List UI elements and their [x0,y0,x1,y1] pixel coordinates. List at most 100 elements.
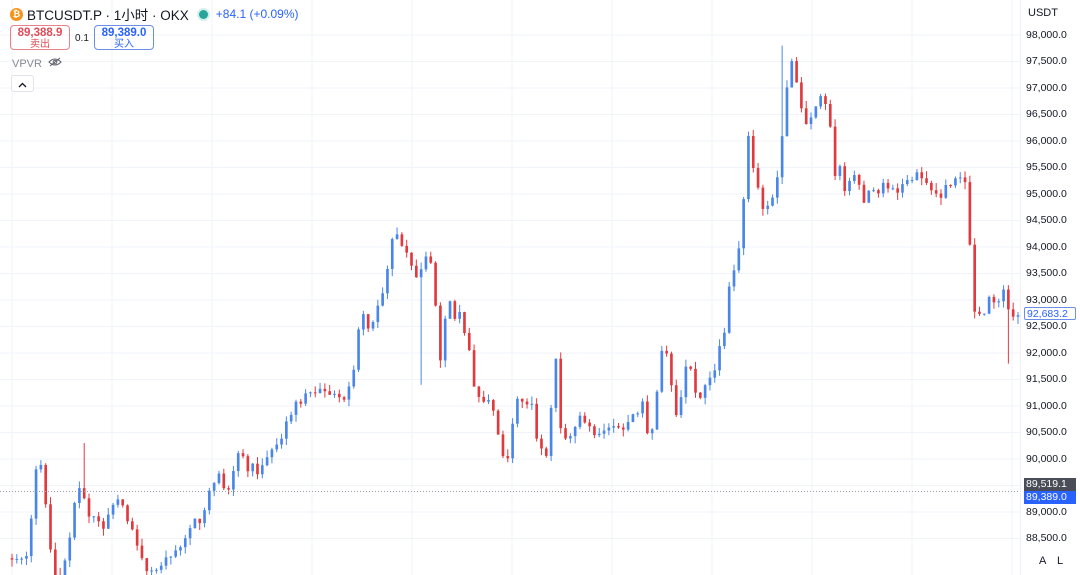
currency-selector[interactable]: USDT [1028,7,1058,19]
candle-up [944,184,948,198]
candle-up [901,184,904,193]
buy-label: 买入 [114,39,134,50]
candle-up [790,61,794,88]
candle-up [29,518,33,556]
candle-up [742,199,745,249]
candle-down [761,187,765,209]
candle-up [304,393,307,404]
candle-up [747,135,750,200]
candle-up [982,313,986,315]
candle-down [405,245,409,253]
log-scale-button[interactable]: L [1057,555,1064,567]
candle-up [275,444,279,450]
candle-down [862,184,866,203]
candle-up [362,314,365,330]
candle-down [198,518,202,524]
candle-up [713,370,717,378]
candle-down [583,415,587,423]
candle-down [689,366,693,369]
buy-button[interactable]: 89,389.0 买入 [94,25,154,50]
y-tick-label: 92,500.0 [1026,320,1067,332]
candle-up [106,514,110,529]
candle-up [270,449,274,458]
bitcoin-icon: ₿ [10,7,23,21]
candlestick-series [10,45,1020,575]
y-tick-label: 90,000.0 [1026,452,1067,465]
candle-up [318,388,322,394]
market-status-icon [198,9,208,19]
price-marker-tag: 92,683.2 [1024,307,1076,320]
candle-down [10,558,14,560]
candle-up [92,516,96,518]
candle-down [126,505,129,522]
candle-up [68,537,72,561]
grid-lines [0,0,1020,575]
candle-up [217,473,221,484]
candle-up [819,96,822,107]
candle-down [824,96,827,105]
candle-down [670,353,673,386]
candle-up [188,528,192,539]
sell-button[interactable]: 89,388.9 卖出 [10,25,70,50]
candle-up [111,504,115,515]
candle-down [434,262,437,306]
order-quantity[interactable]: 0.1 [75,33,89,44]
candle-down [506,456,510,459]
candle-down [646,401,649,434]
candle-down [131,521,134,530]
y-tick-label: 96,000.0 [1026,134,1067,147]
candle-down [896,188,899,193]
candle-down [482,396,486,402]
candle-up [1002,289,1005,302]
candle-down [520,398,524,402]
candle-up [987,296,991,314]
candle-up [236,453,240,472]
candle-up [39,465,43,470]
candle-down [121,499,125,506]
candle-down [44,465,48,505]
candle-up [20,558,23,560]
candle-down [930,182,933,191]
indicator-name: VPVR [12,57,42,70]
candle-down [400,234,404,246]
candle-down [694,368,697,393]
chevron-up-icon [18,75,27,93]
candle-down [1011,309,1015,317]
candle-down [963,177,967,183]
candle-up [703,385,707,398]
candle-up [285,421,288,439]
y-tick-label: 94,000.0 [1026,240,1067,253]
price-change: +84.1 (+0.09%) [215,7,299,21]
y-tick-label: 95,000.0 [1026,187,1067,200]
candle-down [795,61,798,83]
candle-up [723,332,726,347]
collapse-legend-button[interactable] [11,75,34,92]
candle-up [958,177,962,179]
candle-up [294,401,298,415]
candle-up [371,322,375,329]
candle-up [280,438,283,445]
candle-up [636,413,640,415]
buy-price: 89,389.0 [101,27,147,39]
y-tick-label: 91,500.0 [1026,373,1067,385]
symbol-title[interactable]: BTCUSDT.P · 1小时 · OKX [27,8,189,23]
candle-up [203,510,206,524]
indicator-vpvr[interactable]: VPVR [12,57,62,70]
candle-up [1016,315,1020,317]
y-tick-label: 96,500.0 [1026,108,1067,120]
candle-up [458,312,461,319]
candle-up [376,305,380,323]
candle-up [333,393,336,395]
candle-down [698,392,702,398]
candle-up [443,318,447,361]
candle-up [116,499,120,505]
candle-up [15,558,19,560]
candle-up [853,175,856,181]
candle-up [809,117,813,125]
eye-hidden-icon[interactable] [48,57,62,70]
candle-up [179,547,182,551]
auto-scale-button[interactable]: A [1039,555,1047,567]
candle-down [82,488,86,499]
y-tick-label: 93,500.0 [1026,267,1067,279]
